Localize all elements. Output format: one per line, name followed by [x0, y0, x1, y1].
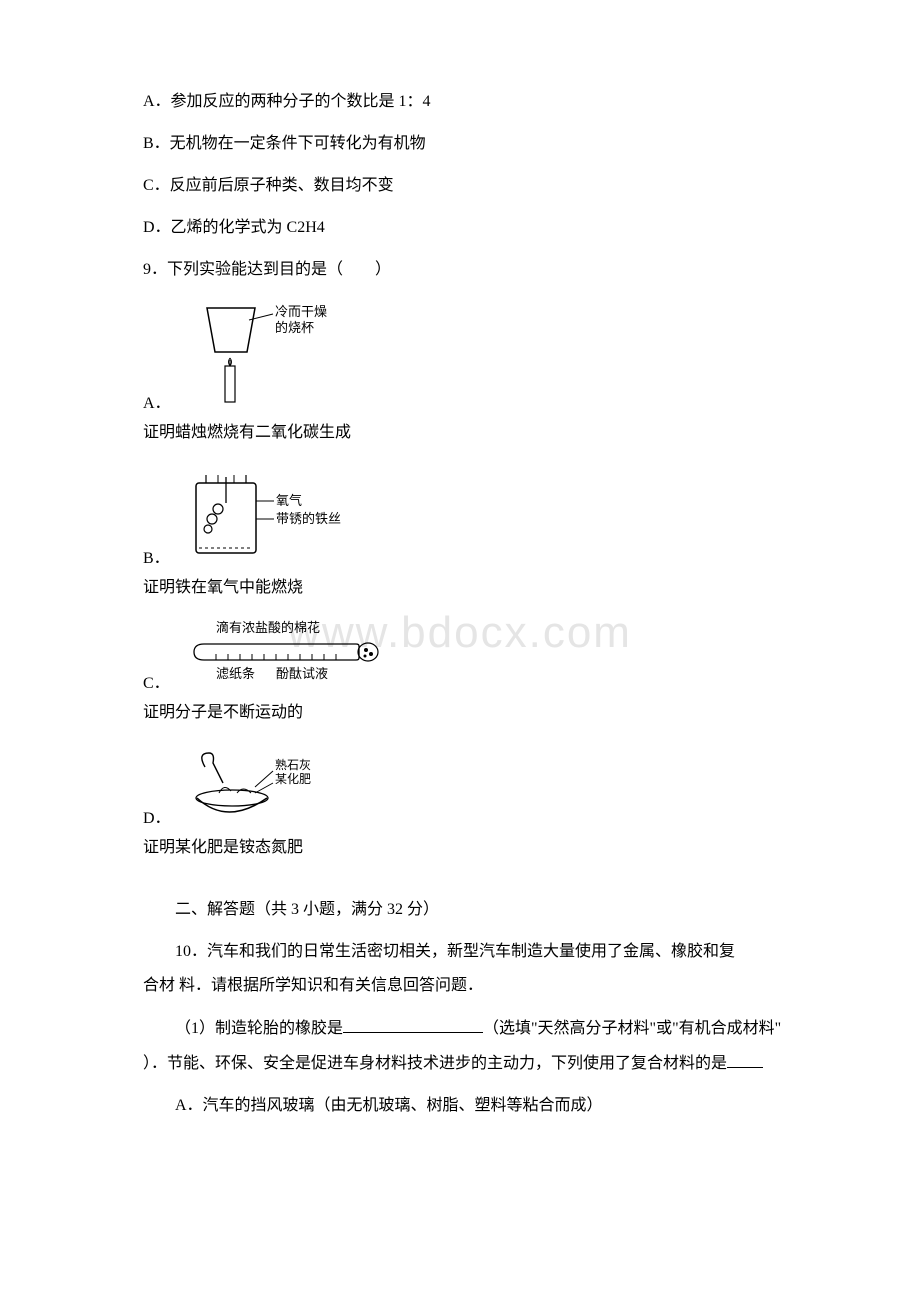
q8-option-a: A．参加反应的两种分子的个数比是 1：4 — [143, 90, 792, 114]
q10-part1-optA: A．汽车的挡风玻璃（由无机玻璃、树脂、塑料等粘合而成） — [143, 1094, 792, 1118]
q9-option-c-caption: 证明分子是不断运动的 — [143, 701, 792, 725]
blank-fill — [343, 1016, 483, 1033]
figC-label-b2: 酚酞试液 — [276, 666, 328, 681]
q9-option-b-caption: 证明铁在氧气中能燃烧 — [143, 576, 792, 600]
q10-part1-line1: （1）制造轮胎的橡胶是 （选填"天然高分子材料"或"有机合成材料" — [143, 1016, 792, 1041]
page-content: A．参加反应的两种分子的个数比是 1：4 B．无机物在一定条件下可转化为有机物 … — [0, 0, 920, 1196]
q10-part1-mid: （选填"天然高分子材料"或"有机合成材料" — [483, 1020, 781, 1037]
figB-label2: 带锈的铁丝 — [276, 511, 341, 526]
q8-option-c: C．反应前后原子种类、数目均不变 — [143, 174, 792, 198]
q9-figure-c: 滴有浓盐酸的棉花 — [176, 618, 396, 693]
q9-option-d-label: D． — [143, 804, 171, 828]
q9-option-b-row: B． 氧气 带锈的铁丝 — [143, 463, 792, 568]
q10-stem-line1: 10．汽车和我们的日常生活密切相关，新型汽车制造大量使用了金属、橡胶和复 — [143, 940, 792, 964]
q9-option-d-row: D． 熟石灰 某化肥 — [143, 743, 792, 828]
figC-label-b1: 滤纸条 — [216, 666, 255, 681]
q10-stem-line2: 合材 料．请根据所学知识和有关信息回答问题． — [143, 974, 792, 998]
q9-option-a-caption: 证明蜡烛燃烧有二氧化碳生成 — [143, 421, 792, 445]
q9-option-b-label: B． — [143, 544, 170, 568]
figD-label2: 某化肥 — [275, 772, 311, 786]
q9-figure-a: 冷而干燥 的烧杯 — [177, 300, 337, 413]
q9-figure-d: 熟石灰 某化肥 — [177, 743, 327, 828]
q9-figure-b: 氧气 带锈的铁丝 — [176, 463, 376, 568]
figA-label2: 的烧杯 — [275, 320, 314, 335]
q8-option-d: D．乙烯的化学式为 C2H4 — [143, 216, 792, 240]
q9-option-d-caption: 证明某化肥是铵态氮肥 — [143, 836, 792, 860]
q9-stem: 9．下列实验能达到目的是（ ） — [143, 258, 792, 282]
q9-option-c-row: C． 滴有浓盐酸的棉花 — [143, 618, 792, 693]
q10-part1-line2: ）．节能、环保、安全是促进车身材料技术进步的主动力，下列使用了复合材料的是 — [143, 1051, 792, 1076]
q9-option-a-row: A． 冷而干燥 的烧杯 — [143, 300, 792, 413]
q10-part1-pre: （1）制造轮胎的橡胶是 — [175, 1020, 343, 1037]
q9-option-c-label: C． — [143, 669, 170, 693]
q8-option-b: B．无机物在一定条件下可转化为有机物 — [143, 132, 792, 156]
figA-label1: 冷而干燥 — [275, 304, 327, 319]
q9-option-a-label: A． — [143, 389, 171, 413]
figC-top-label: 滴有浓盐酸的棉花 — [216, 620, 320, 635]
figB-label1: 氧气 — [276, 493, 302, 508]
blank-fill-sm — [727, 1051, 763, 1068]
figD-label1: 熟石灰 — [275, 757, 311, 772]
section2-heading: 二、解答题（共 3 小题，满分 32 分） — [143, 898, 792, 922]
q10-part1-l2-text: ）．节能、环保、安全是促进车身材料技术进步的主动力，下列使用了复合材料的是 — [143, 1055, 727, 1072]
